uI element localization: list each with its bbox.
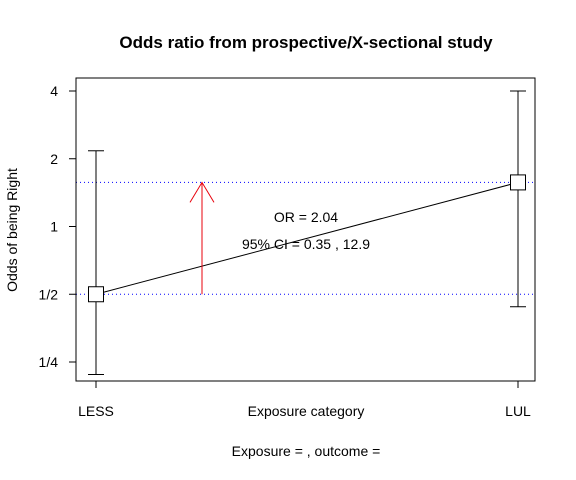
point-marker-less	[88, 286, 104, 303]
arrow-head	[189, 181, 215, 203]
point-markers	[88, 174, 526, 303]
x-axis-title: Exposure = , outcome =	[232, 443, 381, 459]
chart-title: Odds ratio from prospective/X-sectional …	[119, 33, 493, 52]
x-tick-label: LUL	[505, 403, 531, 419]
y-tick-label: 4	[50, 83, 58, 99]
y-tick-label: 1/4	[39, 354, 59, 370]
ci-annotation: 95% CI = 0.35 , 12.9	[242, 236, 370, 252]
x-tick-label: LESS	[78, 403, 114, 419]
point-marker-lul	[510, 174, 526, 191]
connector-line-group	[95, 181, 519, 295]
connector-line	[95, 181, 519, 295]
x-axis-center-label: Exposure category	[248, 403, 365, 419]
or-annotation: OR = 2.04	[274, 209, 338, 225]
x-axis: LESS LUL	[78, 380, 531, 419]
reference-lines	[76, 181, 535, 295]
y-tick-label: 1/2	[39, 286, 59, 302]
or-arrow	[189, 181, 215, 295]
y-tick-label: 2	[50, 151, 58, 167]
error-bars	[88, 90, 526, 375]
y-axis-title: Odds of being Right	[4, 168, 20, 292]
plot-frame	[75, 77, 536, 382]
y-tick-label: 1	[50, 219, 58, 235]
y-axis: 1/4 1/2 1 2 4	[39, 83, 77, 370]
